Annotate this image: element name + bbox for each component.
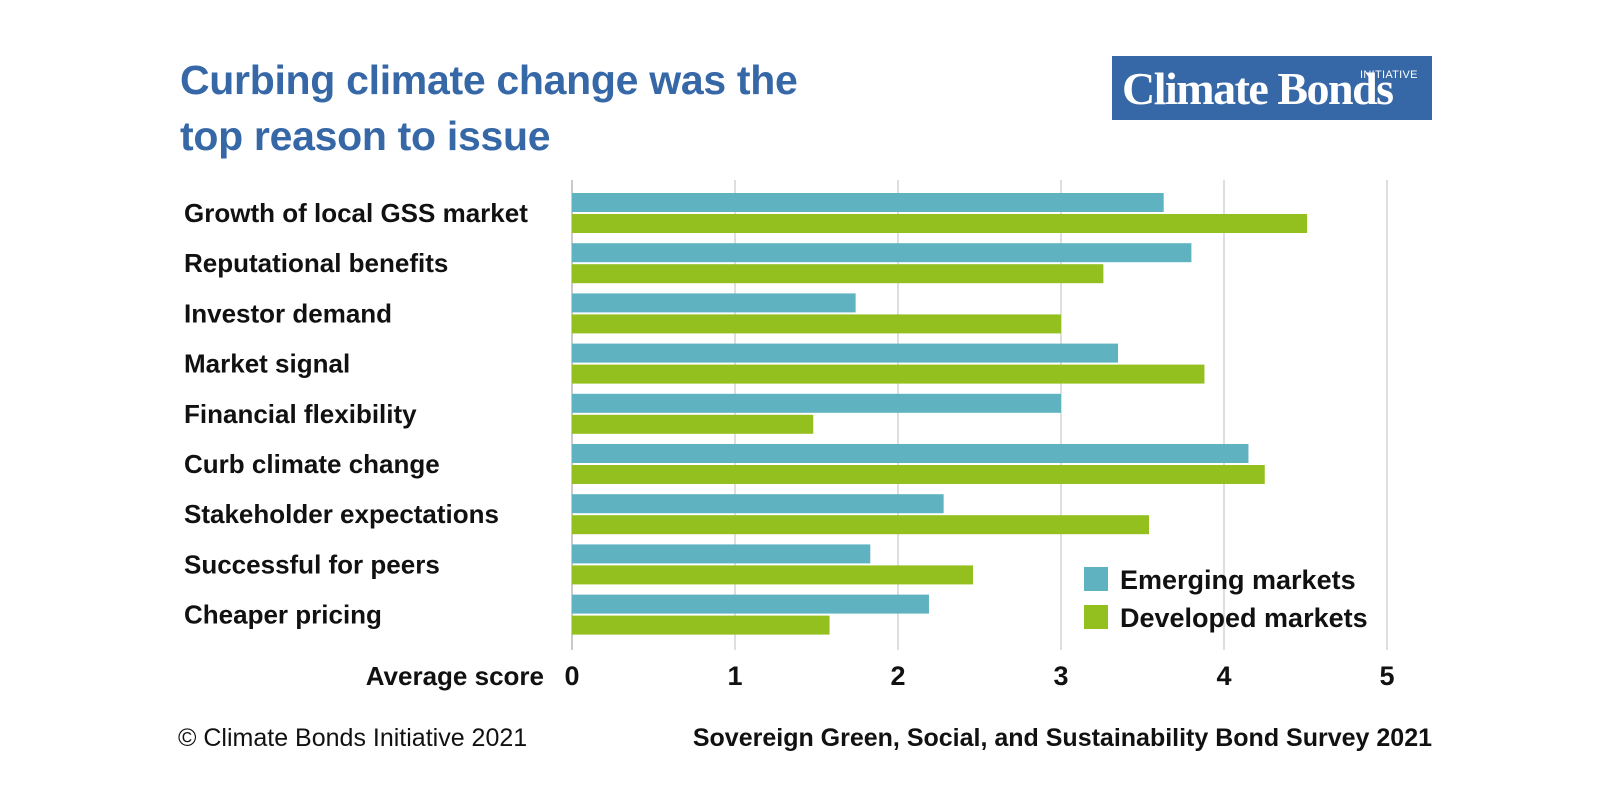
chart-title: Curbing climate change was the top reaso…: [180, 52, 940, 164]
bar-emerging-8: [572, 594, 929, 614]
bar-developed-8: [572, 615, 830, 635]
climate-bonds-logo: Climate Bonds INITIATIVE: [1112, 56, 1432, 120]
category-label-5: Curb climate change: [184, 449, 440, 479]
bar-developed-7: [572, 565, 973, 585]
bar-developed-0: [572, 214, 1308, 233]
legend-swatch-emerging: [1084, 567, 1108, 591]
category-label-1: Reputational benefits: [184, 248, 448, 278]
bar-emerging-0: [572, 193, 1164, 212]
chart-title-line-1: Curbing climate change was the: [180, 57, 798, 103]
bar-emerging-7: [572, 544, 871, 564]
bar-emerging-6: [572, 494, 944, 514]
x-tick-label-1: 1: [727, 661, 742, 691]
category-label-6: Stakeholder expectations: [184, 499, 499, 529]
bar-emerging-3: [572, 343, 1119, 363]
category-label-8: Cheaper pricing: [184, 600, 382, 630]
bar-emerging-5: [572, 444, 1249, 463]
x-tick-label-3: 3: [1053, 661, 1068, 691]
category-label-0: Growth of local GSS market: [184, 198, 528, 228]
bar-developed-2: [572, 314, 1061, 334]
bar-emerging-2: [572, 293, 856, 313]
category-label-7: Successful for peers: [184, 549, 440, 579]
legend-swatch-developed: [1084, 605, 1108, 629]
chart-title-line-2: top reason to issue: [180, 113, 551, 159]
source-footer: Sovereign Green, Social, and Sustainabil…: [692, 724, 1432, 752]
bar-developed-3: [572, 364, 1205, 384]
bar-developed-1: [572, 264, 1104, 284]
legend-label-emerging: Emerging markets: [1120, 565, 1356, 595]
logo-wordmark: Climate Bonds: [1122, 63, 1394, 114]
bar-developed-6: [572, 515, 1150, 535]
bar-developed-4: [572, 414, 814, 434]
logo-superscript: INITIATIVE: [1360, 69, 1418, 81]
x-tick-label-4: 4: [1216, 661, 1231, 691]
copyright-footer: © Climate Bonds Initiative 2021: [178, 724, 528, 752]
bar-developed-5: [572, 465, 1265, 484]
category-label-4: Financial flexibility: [184, 399, 417, 429]
x-axis-label: Average score: [366, 661, 544, 691]
bar-emerging-1: [572, 243, 1192, 263]
legend-label-developed: Developed markets: [1120, 603, 1368, 633]
category-label-3: Market signal: [184, 349, 350, 379]
category-label-2: Investor demand: [184, 298, 392, 328]
bar-emerging-4: [572, 393, 1061, 413]
x-tick-label-0: 0: [564, 661, 579, 691]
x-tick-label-5: 5: [1379, 661, 1394, 691]
x-tick-label-2: 2: [890, 661, 905, 691]
